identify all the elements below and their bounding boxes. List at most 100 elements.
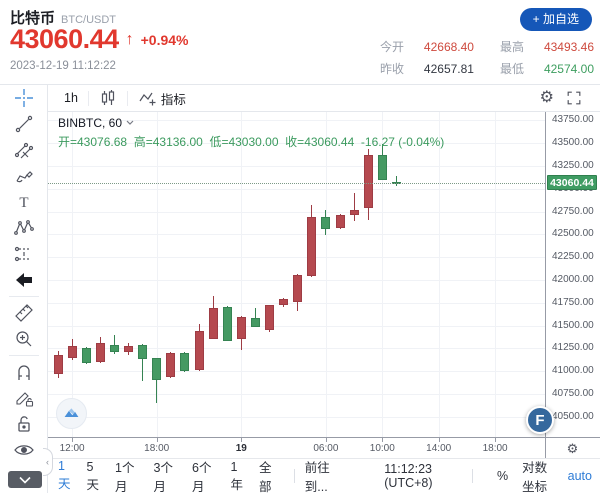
time-axis[interactable]: 12:00 18:00 19 06:00 10:00 14:00 18:00 <box>48 437 600 458</box>
header: 比特币 BTC/USDT 43060.44 ↑ +0.94% 2023-12-1… <box>0 0 600 84</box>
gridline <box>156 112 158 437</box>
time-tick-mark <box>382 438 384 442</box>
candle <box>109 344 119 353</box>
pencil-lock-icon <box>15 392 33 407</box>
header-separator <box>0 84 600 85</box>
zoom-in-tool[interactable] <box>7 326 41 352</box>
text-tool[interactable]: T <box>7 189 41 215</box>
add-watchlist-button[interactable]: + 加自选 <box>519 8 592 31</box>
candle <box>138 344 148 360</box>
time-tick-label: 18:00 <box>482 443 508 454</box>
gridline <box>48 143 545 145</box>
price-tick-label: 42250.00 <box>552 251 594 263</box>
indicators-button[interactable]: 指标 <box>132 89 192 108</box>
clock-timezone-label[interactable]: 11:12:23 (UTC+8) <box>384 462 433 490</box>
candle <box>321 217 331 229</box>
candle-style-button[interactable] <box>93 89 123 107</box>
chevron-down-icon <box>19 476 31 484</box>
forecast-tool[interactable] <box>7 241 41 267</box>
chart-settings-button[interactable]: ⚙ <box>534 90 560 106</box>
candle <box>53 355 63 374</box>
candle-wick <box>395 176 397 186</box>
text-icon: T <box>19 195 28 211</box>
stat-value: 42574.00 <box>543 61 594 76</box>
price-tick-label: 41000.00 <box>552 365 594 377</box>
last-price: 43060.44 <box>10 24 119 54</box>
symbol-pair: BTC/USDT <box>61 14 117 26</box>
trend-line-tool[interactable] <box>7 111 41 137</box>
series-title[interactable]: BINBTC, 60 <box>58 116 123 130</box>
gridline <box>382 112 384 437</box>
fullscreen-icon <box>567 91 581 105</box>
measure-tool[interactable] <box>7 300 41 326</box>
candle <box>81 348 91 364</box>
xabcd-pattern-tool[interactable] <box>7 215 41 241</box>
gridline <box>48 394 545 396</box>
magnet-tool[interactable] <box>7 359 41 385</box>
range-button-1年[interactable]: 1年 <box>230 459 243 492</box>
price-tick-label: 43250.00 <box>552 159 594 171</box>
time-tick-label: 14:00 <box>426 443 452 454</box>
arrow-marker-tool[interactable] <box>7 267 41 293</box>
interval-button[interactable]: 1h <box>64 91 78 105</box>
fullscreen-button[interactable] <box>560 90 588 106</box>
ohlc-readout: 开=43076.68 高=43136.00 低=43030.00 收=43060… <box>58 135 445 149</box>
arrow-left-icon <box>15 273 32 287</box>
mountain-logo-icon <box>64 408 79 417</box>
price-tick-label: 41750.00 <box>552 296 594 308</box>
range-button-1个月[interactable]: 1个月 <box>115 461 135 493</box>
gridline <box>48 165 545 167</box>
stat-value: 42668.40 <box>423 39 474 54</box>
candle <box>124 345 133 353</box>
percent-scale-button[interactable]: % <box>497 469 509 483</box>
price-axis[interactable]: 43060.44 43750.0043500.0043250.0043000.0… <box>545 112 600 437</box>
timezone-settings-button[interactable]: ⚙ <box>545 437 600 458</box>
lock-all-drawings-tool[interactable] <box>7 411 41 437</box>
candlestick-plot[interactable]: BINBTC, 60 开=43076.68 高=43136.00 低=43030… <box>43 112 554 476</box>
chart-region: 1h 指标 ⚙ BINBTC, 60 <box>43 85 600 493</box>
drawing-toolbar: T <box>0 85 48 493</box>
range-button-3个月[interactable]: 3个月 <box>153 461 173 493</box>
candle <box>180 353 190 371</box>
stat-value: 43493.46 <box>543 39 594 54</box>
stat-item: 昨收 42657.81 <box>380 60 474 77</box>
change-percent: +0.94% <box>140 31 189 48</box>
magnet-icon <box>17 365 30 380</box>
time-tick-mark <box>241 438 243 442</box>
hide-drawings-tool[interactable] <box>7 437 41 463</box>
price-tick-label: 42000.00 <box>552 273 594 285</box>
range-button-6个月[interactable]: 6个月 <box>192 461 212 493</box>
gridline <box>495 112 497 437</box>
price-tick-label: 42500.00 <box>552 228 594 240</box>
toolbar-divider <box>8 355 39 356</box>
range-button-5天[interactable]: 5天 <box>86 459 100 492</box>
time-tick-mark <box>72 438 74 442</box>
range-button-1天[interactable]: 1天 <box>58 457 74 493</box>
candle <box>222 307 232 341</box>
crosshair-tool[interactable] <box>7 85 41 111</box>
time-tick-label: 12:00 <box>59 443 85 454</box>
drawing-mode-tool[interactable] <box>7 385 41 411</box>
chart-legend: BINBTC, 60 开=43076.68 高=43136.00 低=43030… <box>58 116 444 150</box>
log-scale-button[interactable]: 对数坐标 <box>522 461 548 493</box>
brush-tool[interactable] <box>7 163 41 189</box>
stat-label: 今开 <box>379 40 404 54</box>
symbol-name: 比特币 <box>10 10 56 27</box>
bottom-bar-divider <box>293 469 295 483</box>
candle <box>236 317 246 339</box>
gann-fib-tool[interactable] <box>7 137 41 163</box>
last-price-badge: 43060.44 <box>547 175 597 191</box>
auto-scale-button[interactable]: auto <box>567 469 592 483</box>
candle <box>208 308 218 339</box>
crosshair-icon <box>14 89 33 107</box>
goto-date-button[interactable]: 前往到... <box>304 461 330 493</box>
candle <box>377 155 387 181</box>
price-tick-label: 40500.00 <box>552 410 594 422</box>
brush-icon <box>15 171 33 183</box>
broker-logo-button[interactable]: F <box>526 406 554 434</box>
range-button-全部[interactable]: 全部 <box>259 461 272 493</box>
collapse-toolbar-button[interactable] <box>8 471 42 488</box>
time-tick-mark <box>438 438 440 442</box>
toolbar-collapse-handle[interactable]: ‹ <box>43 448 53 476</box>
